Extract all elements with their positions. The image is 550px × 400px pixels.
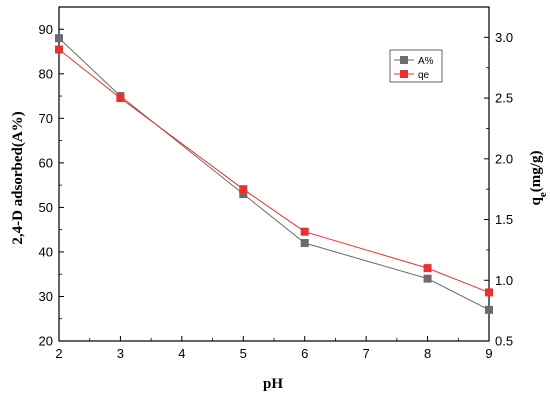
y-right-tick-label: 1.5 (495, 212, 513, 227)
x-tick-label: 5 (240, 346, 247, 361)
legend: A% qe (389, 49, 443, 83)
y-right-tick-label: 3.0 (495, 30, 513, 45)
y-right-tick-label: 2.5 (495, 91, 513, 106)
data-point-a (239, 190, 248, 199)
x-tick-label: 7 (363, 346, 370, 361)
y-left-tick-label: 30 (39, 289, 53, 304)
y-axis-left-title: 2,4-D adsorbed(A%) (10, 111, 26, 244)
y-axis-right-title-unit: (mg/g) (528, 151, 544, 193)
y-left-tick-label: 80 (39, 66, 53, 81)
y-left-tick-label: 70 (39, 111, 53, 126)
data-point-qe (55, 45, 63, 54)
x-tick-label: 8 (424, 346, 431, 361)
series-line-qe (58, 49, 490, 293)
legend-marker-a (400, 56, 408, 64)
legend-label-a: A% (418, 56, 434, 67)
series-line-a (58, 37, 490, 311)
x-axis: 2 3 4 5 6 7 8 9 (55, 336, 493, 361)
y-right-tick-label: 2.0 (495, 151, 513, 166)
y-axis-left: 20 30 40 50 60 70 80 90 (39, 6, 64, 349)
data-point-a (423, 274, 432, 283)
y-right-tick-label: 0.5 (495, 334, 513, 349)
y-left-tick-label: 20 (39, 334, 53, 349)
data-point-a (300, 239, 309, 248)
legend-marker-qe (400, 70, 408, 78)
x-tick-label: 3 (117, 346, 124, 361)
data-point-a (485, 305, 493, 314)
legend-label-qe: qe (418, 70, 430, 81)
y-left-tick-label: 90 (39, 22, 53, 37)
data-point-qe (423, 264, 432, 273)
data-point-qe (485, 288, 493, 297)
y-left-tick-label: 60 (39, 155, 53, 170)
x-tick-label: 4 (178, 346, 185, 361)
x-tick-label: 9 (485, 346, 492, 361)
y-axis-right-title-sub: e (537, 192, 549, 197)
series-layer (55, 34, 493, 314)
y-left-tick-label: 40 (39, 244, 53, 259)
y-axis-right-title-q: q (528, 196, 544, 205)
data-point-a (55, 34, 63, 43)
data-point-qe (239, 185, 248, 194)
x-tick-label: 2 (55, 346, 62, 361)
data-point-qe (300, 227, 309, 236)
x-tick-label: 6 (301, 346, 308, 361)
legend-box (389, 49, 443, 83)
y-axis-right: 0.5 1.0 1.5 2.0 2.5 3.0 (484, 6, 513, 349)
y-right-tick-label: 1.0 (495, 273, 513, 288)
x-axis-title: pH (263, 376, 283, 392)
data-point-qe (116, 94, 125, 103)
y-axis-right-title: qe(mg/g) (528, 151, 549, 206)
y-left-tick-label: 50 (39, 200, 53, 215)
